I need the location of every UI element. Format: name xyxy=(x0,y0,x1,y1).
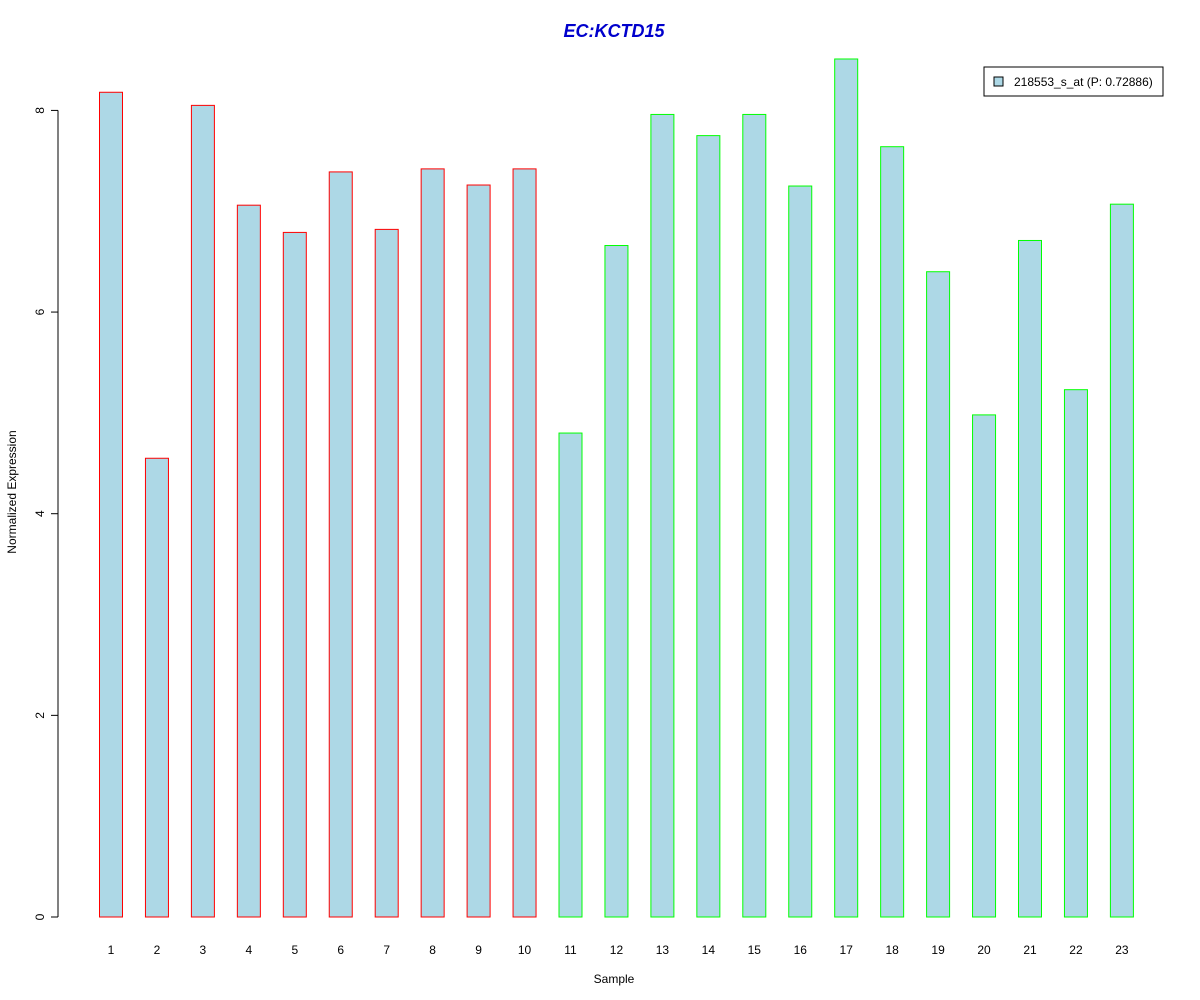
bar-sample-23 xyxy=(1109,203,1134,918)
bar-sample-13 xyxy=(650,113,675,918)
x-tick-label: 11 xyxy=(564,943,577,957)
bar-sample-9 xyxy=(466,184,491,918)
bar-sample-19 xyxy=(926,271,951,918)
y-tick-label: 6 xyxy=(33,308,47,315)
bar-sample-12 xyxy=(604,245,629,918)
legend: 218553_s_at (P: 0.72886) xyxy=(983,66,1164,97)
bar-sample-11 xyxy=(558,432,583,918)
bar-sample-3 xyxy=(190,104,215,918)
x-tick-label: 12 xyxy=(610,943,624,957)
bar-sample-10 xyxy=(512,168,537,918)
x-tick-label: 4 xyxy=(246,943,253,957)
bar-sample-7 xyxy=(374,228,399,918)
bar-sample-18 xyxy=(880,146,905,918)
x-tick-label: 14 xyxy=(702,943,716,957)
legend-swatch xyxy=(993,76,1004,87)
x-tick-label: 18 xyxy=(885,943,899,957)
x-tick-label: 9 xyxy=(475,943,482,957)
bar-sample-14 xyxy=(696,135,721,918)
bar-sample-5 xyxy=(282,231,307,918)
x-tick-label: 21 xyxy=(1023,943,1037,957)
bar-sample-6 xyxy=(328,171,353,918)
bar-sample-2 xyxy=(144,457,169,918)
x-tick-label: 1 xyxy=(108,943,115,957)
x-tick-label: 22 xyxy=(1069,943,1083,957)
x-tick-label: 7 xyxy=(383,943,390,957)
bar-sample-15 xyxy=(742,113,767,918)
x-tick-labels: 1 2 3 4 5 6 7 8 9 10 11 12 13 14 15 16 17 18 19 20 21 22 23 xyxy=(108,943,1129,957)
legend-box xyxy=(983,66,1164,97)
x-tick-label: 3 xyxy=(200,943,207,957)
x-tick-label: 13 xyxy=(656,943,670,957)
x-tick-label: 19 xyxy=(931,943,945,957)
bar-sample-21 xyxy=(1018,239,1042,918)
y-tick-label: 2 xyxy=(33,712,47,719)
y-tick-label: 8 xyxy=(33,107,47,114)
bar-sample-1 xyxy=(99,91,123,918)
x-tick-label: 23 xyxy=(1115,943,1129,957)
bar-sample-20 xyxy=(972,414,997,918)
chart-title: EC:KCTD15 xyxy=(563,21,665,41)
x-tick-label: 6 xyxy=(337,943,344,957)
y-axis: 0 2 4 6 8 xyxy=(33,107,59,920)
y-tick-label: 4 xyxy=(33,510,47,517)
x-axis-title: Sample xyxy=(594,972,635,986)
x-tick-label: 2 xyxy=(154,943,161,957)
y-tick-label: 0 xyxy=(33,913,47,920)
bar-sample-8 xyxy=(420,168,445,918)
bar-sample-22 xyxy=(1063,389,1088,918)
x-tick-label: 17 xyxy=(840,943,854,957)
bars-group xyxy=(99,58,1134,918)
y-axis-title: Normalized Expression xyxy=(5,430,19,553)
bar-sample-17 xyxy=(834,58,859,918)
legend-label: 218553_s_at (P: 0.72886) xyxy=(1014,75,1153,89)
x-tick-label: 20 xyxy=(977,943,991,957)
x-tick-label: 8 xyxy=(429,943,436,957)
bar-sample-4 xyxy=(236,204,261,918)
x-tick-label: 10 xyxy=(518,943,532,957)
bar-sample-16 xyxy=(788,185,813,918)
x-tick-label: 16 xyxy=(794,943,808,957)
x-tick-label: 15 xyxy=(748,943,762,957)
x-tick-label: 5 xyxy=(291,943,298,957)
